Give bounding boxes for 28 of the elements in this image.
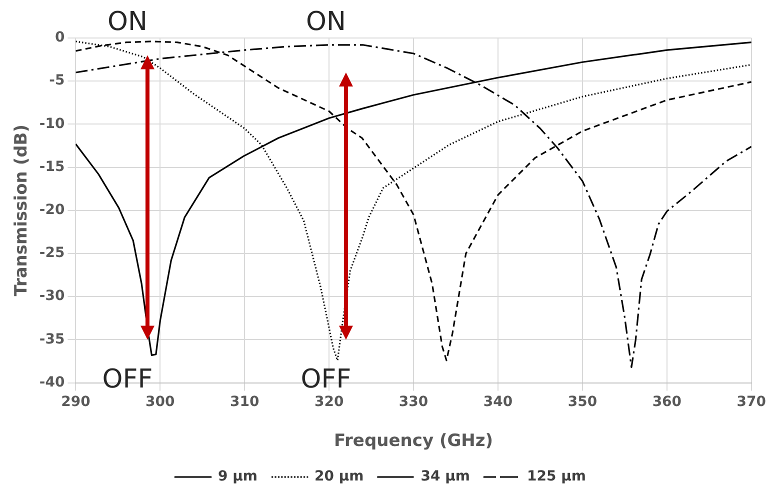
x-tick-label: 290 — [61, 394, 91, 410]
y-tick-label: -5 — [49, 72, 65, 89]
annotation: OFF — [300, 364, 352, 395]
legend-label: 34 µm — [420, 468, 470, 485]
x-axis-title: Frequency (GHz) — [334, 431, 494, 452]
text: ON — [306, 6, 346, 37]
x-tick-label: 330 — [398, 394, 428, 410]
x-tick-label: 310 — [230, 394, 260, 410]
y-axis-title: Transmission (dB) — [12, 124, 32, 296]
y-tick-label: -20 — [39, 202, 65, 218]
y-tick-label: 0 — [54, 30, 65, 46]
legend-label: 9 µm — [218, 468, 258, 485]
x-tick-label: 360 — [652, 394, 682, 410]
x-tick-label: 370 — [736, 394, 766, 410]
y-tick-label: -35 — [39, 331, 65, 348]
annotation: OFF — [102, 364, 153, 395]
y-tick-label: -30 — [39, 288, 65, 304]
y-tick-label: -40 — [39, 374, 65, 390]
legend-label: 20 µm — [314, 468, 364, 485]
text: ON — [108, 6, 148, 37]
x-tick-label: 300 — [146, 394, 176, 410]
x-tick-label: 350 — [568, 394, 598, 410]
legend-label: 125 µm — [527, 468, 586, 485]
x-tick-label: 340 — [483, 394, 513, 410]
y-tick-label: -10 — [39, 116, 65, 132]
y-tick-label: -25 — [39, 245, 65, 262]
y-tick-label: -15 — [39, 158, 65, 175]
x-tick-label: 320 — [314, 394, 344, 410]
